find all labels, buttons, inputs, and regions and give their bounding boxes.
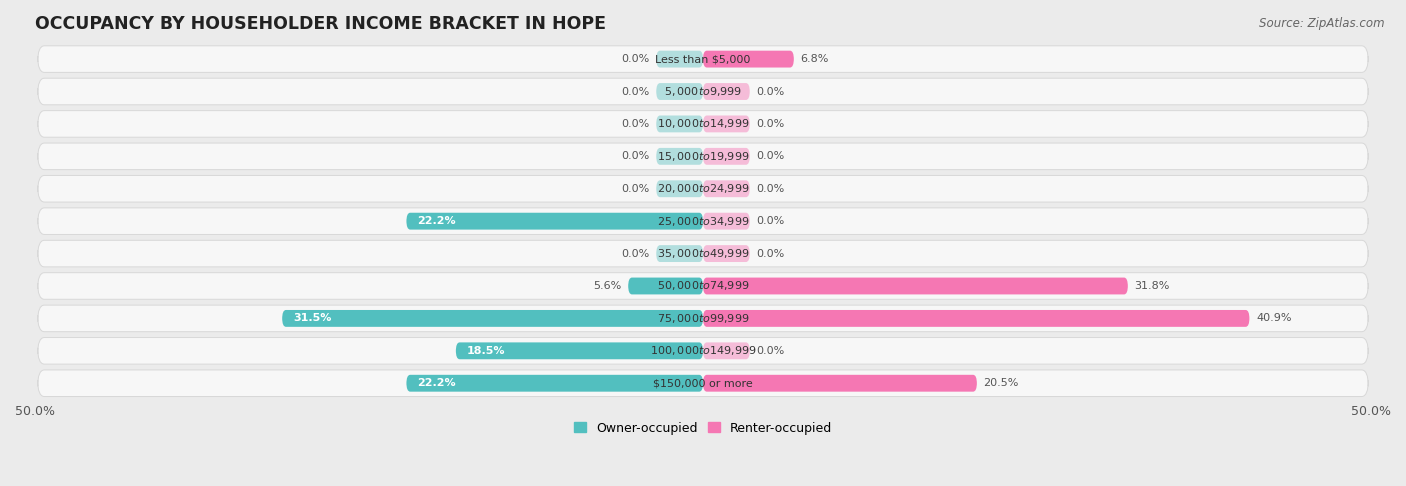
FancyBboxPatch shape: [38, 78, 1368, 105]
FancyBboxPatch shape: [657, 83, 703, 100]
Text: $100,000 to $149,999: $100,000 to $149,999: [650, 344, 756, 357]
FancyBboxPatch shape: [38, 208, 1368, 234]
Text: 0.0%: 0.0%: [756, 184, 785, 194]
Text: 31.8%: 31.8%: [1135, 281, 1170, 291]
Text: 0.0%: 0.0%: [621, 248, 650, 259]
FancyBboxPatch shape: [657, 116, 703, 132]
FancyBboxPatch shape: [703, 245, 749, 262]
FancyBboxPatch shape: [38, 370, 1368, 397]
Text: $15,000 to $19,999: $15,000 to $19,999: [657, 150, 749, 163]
FancyBboxPatch shape: [703, 310, 1250, 327]
Text: 0.0%: 0.0%: [756, 248, 785, 259]
Text: 22.2%: 22.2%: [418, 216, 456, 226]
FancyBboxPatch shape: [38, 240, 1368, 267]
Text: 0.0%: 0.0%: [621, 184, 650, 194]
FancyBboxPatch shape: [38, 143, 1368, 170]
FancyBboxPatch shape: [703, 278, 1128, 295]
FancyBboxPatch shape: [703, 51, 794, 68]
Text: 0.0%: 0.0%: [756, 119, 785, 129]
Text: 0.0%: 0.0%: [621, 54, 650, 64]
FancyBboxPatch shape: [38, 46, 1368, 72]
FancyBboxPatch shape: [703, 116, 749, 132]
Text: 40.9%: 40.9%: [1256, 313, 1292, 323]
FancyBboxPatch shape: [657, 51, 703, 68]
Text: 18.5%: 18.5%: [467, 346, 505, 356]
Text: 22.2%: 22.2%: [418, 378, 456, 388]
FancyBboxPatch shape: [38, 273, 1368, 299]
Text: 0.0%: 0.0%: [756, 216, 785, 226]
Text: 0.0%: 0.0%: [621, 87, 650, 97]
Text: 5.6%: 5.6%: [593, 281, 621, 291]
FancyBboxPatch shape: [456, 343, 703, 359]
FancyBboxPatch shape: [703, 375, 977, 392]
FancyBboxPatch shape: [703, 83, 749, 100]
FancyBboxPatch shape: [657, 180, 703, 197]
FancyBboxPatch shape: [703, 180, 749, 197]
FancyBboxPatch shape: [657, 245, 703, 262]
Text: Source: ZipAtlas.com: Source: ZipAtlas.com: [1260, 17, 1385, 30]
Text: 0.0%: 0.0%: [621, 119, 650, 129]
FancyBboxPatch shape: [406, 213, 703, 229]
FancyBboxPatch shape: [38, 175, 1368, 202]
Text: 0.0%: 0.0%: [756, 151, 785, 161]
Text: $75,000 to $99,999: $75,000 to $99,999: [657, 312, 749, 325]
Text: OCCUPANCY BY HOUSEHOLDER INCOME BRACKET IN HOPE: OCCUPANCY BY HOUSEHOLDER INCOME BRACKET …: [35, 15, 606, 33]
FancyBboxPatch shape: [628, 278, 703, 295]
Text: $50,000 to $74,999: $50,000 to $74,999: [657, 279, 749, 293]
Text: $150,000 or more: $150,000 or more: [654, 378, 752, 388]
FancyBboxPatch shape: [703, 213, 749, 229]
Text: $5,000 to $9,999: $5,000 to $9,999: [664, 85, 742, 98]
Legend: Owner-occupied, Renter-occupied: Owner-occupied, Renter-occupied: [568, 417, 838, 439]
FancyBboxPatch shape: [38, 305, 1368, 332]
FancyBboxPatch shape: [406, 375, 703, 392]
Text: 20.5%: 20.5%: [984, 378, 1019, 388]
FancyBboxPatch shape: [38, 338, 1368, 364]
Text: $20,000 to $24,999: $20,000 to $24,999: [657, 182, 749, 195]
Text: $25,000 to $34,999: $25,000 to $34,999: [657, 215, 749, 227]
FancyBboxPatch shape: [38, 111, 1368, 137]
Text: $10,000 to $14,999: $10,000 to $14,999: [657, 118, 749, 130]
Text: 0.0%: 0.0%: [756, 87, 785, 97]
Text: $35,000 to $49,999: $35,000 to $49,999: [657, 247, 749, 260]
Text: 0.0%: 0.0%: [756, 346, 785, 356]
Text: 0.0%: 0.0%: [621, 151, 650, 161]
Text: Less than $5,000: Less than $5,000: [655, 54, 751, 64]
FancyBboxPatch shape: [283, 310, 703, 327]
FancyBboxPatch shape: [703, 343, 749, 359]
FancyBboxPatch shape: [703, 148, 749, 165]
Text: 6.8%: 6.8%: [800, 54, 830, 64]
FancyBboxPatch shape: [657, 148, 703, 165]
Text: 31.5%: 31.5%: [292, 313, 332, 323]
